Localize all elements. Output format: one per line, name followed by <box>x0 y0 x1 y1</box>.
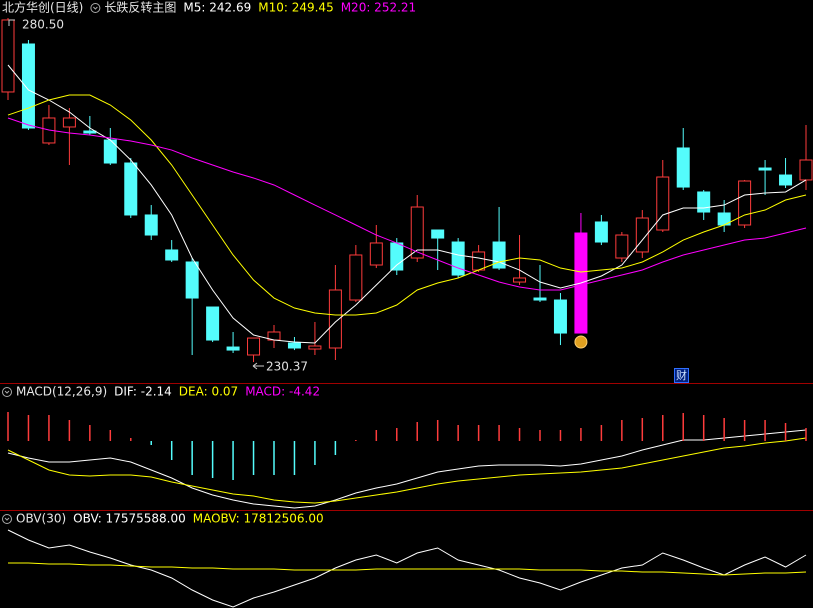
candle-body[interactable] <box>206 306 220 341</box>
panel-title: OBV(30) <box>16 512 66 526</box>
candle-body[interactable] <box>287 342 301 349</box>
menu-icon <box>90 3 101 13</box>
layout: 280.50 230.37 财 <box>0 18 813 511</box>
candle-body[interactable] <box>83 130 97 134</box>
legend-entry: M20: 252.21 <box>341 1 416 15</box>
candle-body[interactable] <box>410 206 424 259</box>
candle-body[interactable] <box>1 19 15 93</box>
candle-body[interactable] <box>390 242 404 271</box>
candle-body[interactable] <box>431 229 445 239</box>
indicator-line <box>7 64 807 344</box>
legend-entry: DEA: 0.07 <box>179 385 238 399</box>
candle-body[interactable] <box>779 174 793 186</box>
indicator-line <box>7 437 807 504</box>
legend-entry: M10: 249.45 <box>258 1 333 15</box>
candle-body[interactable] <box>758 167 772 171</box>
indicator-line <box>7 94 807 316</box>
candle-body[interactable] <box>451 241 465 276</box>
legend-entry: OBV: 17575588.00 <box>73 512 186 526</box>
candle-body[interactable] <box>185 261 199 299</box>
candle-body[interactable] <box>226 346 240 351</box>
candle-body[interactable] <box>615 234 629 259</box>
indicator-line <box>8 562 807 576</box>
legend-entry: MACD: -4.42 <box>245 385 320 399</box>
plot-area <box>1 17 813 608</box>
menu-icon <box>2 514 12 524</box>
legend-entry: DIF: -2.14 <box>114 385 172 399</box>
event-marker-text: 财 <box>676 368 687 382</box>
candle-body[interactable] <box>594 221 608 243</box>
candle-body[interactable] <box>165 249 179 261</box>
candle-body[interactable] <box>799 159 813 181</box>
candle-body[interactable] <box>697 191 711 213</box>
indicator-line <box>7 429 807 509</box>
candle-body[interactable] <box>533 297 547 301</box>
low-annotation: 230.37 <box>266 360 308 374</box>
candle-body[interactable] <box>472 251 486 271</box>
candle-body[interactable] <box>676 147 690 188</box>
candle-body[interactable] <box>124 162 138 216</box>
annotation-arrow <box>8 19 15 26</box>
panel-title: MACD(12,26,9) <box>16 385 107 399</box>
candle-body[interactable] <box>349 254 363 301</box>
legend-entry: M5: 242.69 <box>183 1 251 15</box>
indicator-line <box>7 117 807 291</box>
chart-subtitle: 长跌反转主图 <box>104 0 176 15</box>
candle-body[interactable] <box>247 337 261 356</box>
candle-body[interactable] <box>656 176 670 231</box>
indicator-line <box>7 529 807 608</box>
candle-body[interactable] <box>553 299 567 334</box>
menu-icon <box>4 517 10 521</box>
candle-body[interactable] <box>62 117 76 128</box>
menu-icon <box>2 387 12 397</box>
legend-entry: MAOBV: 17812506.00 <box>193 512 324 526</box>
menu-icon <box>4 390 10 394</box>
event-marker[interactable] <box>674 368 689 383</box>
menu-icon <box>93 6 98 10</box>
chart-title: 北方华创(日线) <box>2 0 83 15</box>
candle-body[interactable] <box>308 345 322 350</box>
candle-body[interactable] <box>513 277 527 283</box>
annotation-arrow <box>252 362 264 370</box>
candle-body[interactable] <box>328 289 342 349</box>
candle-body[interactable] <box>369 242 383 266</box>
candle-body[interactable] <box>144 214 158 236</box>
signal-icon <box>574 335 588 349</box>
candle-body[interactable] <box>738 180 752 226</box>
candle-body[interactable] <box>21 43 35 129</box>
high-annotation: 280.50 <box>22 18 64 32</box>
